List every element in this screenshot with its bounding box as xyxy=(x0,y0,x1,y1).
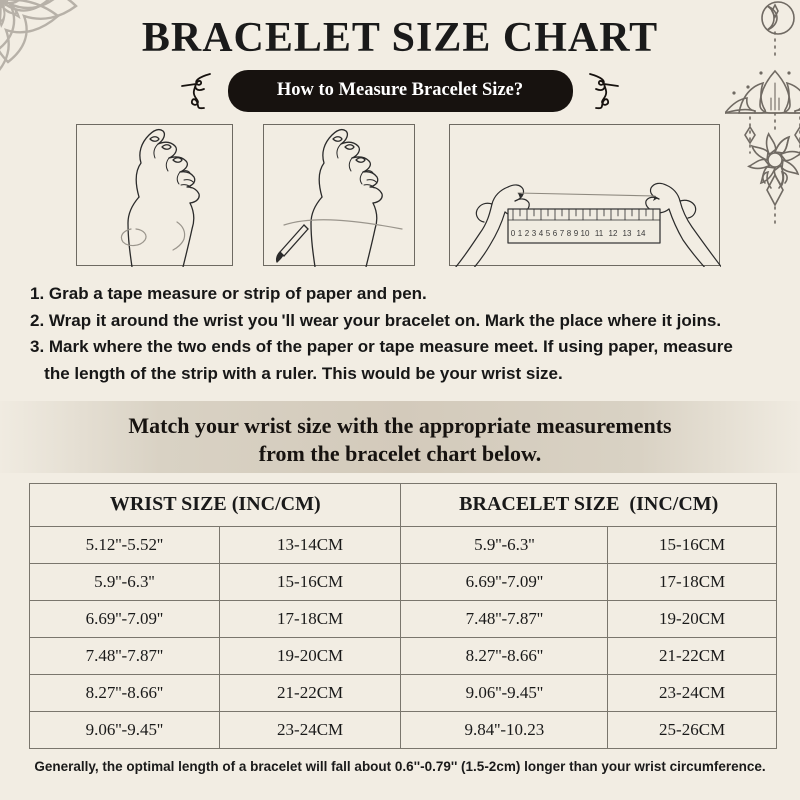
svg-text:2: 2 xyxy=(525,229,530,238)
svg-text:4: 4 xyxy=(539,229,544,238)
svg-text:14: 14 xyxy=(637,229,646,238)
svg-text:11: 11 xyxy=(595,229,604,238)
svg-text:8: 8 xyxy=(567,229,572,238)
svg-text:0: 0 xyxy=(511,229,516,238)
svg-text:6: 6 xyxy=(553,229,558,238)
svg-text:12: 12 xyxy=(609,229,618,238)
svg-text:7: 7 xyxy=(560,229,565,238)
svg-text:13: 13 xyxy=(623,229,632,238)
svg-text:1: 1 xyxy=(518,229,523,238)
svg-text:10: 10 xyxy=(581,229,590,238)
svg-text:9: 9 xyxy=(574,229,579,238)
svg-text:5: 5 xyxy=(546,229,551,238)
svg-text:3: 3 xyxy=(532,229,537,238)
